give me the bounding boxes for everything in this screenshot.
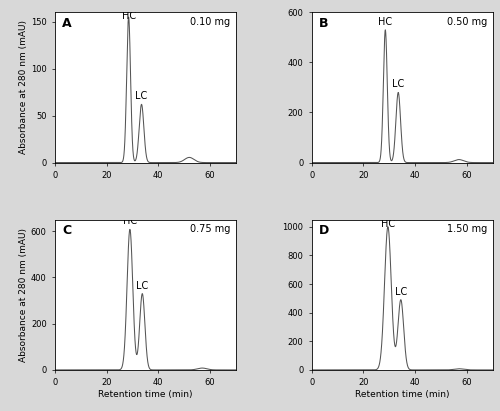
Text: HC: HC	[381, 219, 395, 229]
Text: 0.10 mg: 0.10 mg	[190, 17, 230, 27]
Text: 0.50 mg: 0.50 mg	[447, 17, 487, 27]
Text: LC: LC	[392, 79, 404, 90]
Text: A: A	[62, 17, 72, 30]
Text: B: B	[319, 17, 328, 30]
Text: HC: HC	[378, 17, 392, 27]
Y-axis label: Absorbance at 280 nm (mAU): Absorbance at 280 nm (mAU)	[19, 21, 28, 155]
Text: 1.50 mg: 1.50 mg	[447, 224, 487, 234]
Text: D: D	[319, 224, 329, 237]
Text: HC: HC	[122, 12, 136, 21]
Y-axis label: Absorbance at 280 nm (mAU): Absorbance at 280 nm (mAU)	[19, 228, 28, 362]
Text: C: C	[62, 224, 72, 237]
Text: LC: LC	[394, 287, 407, 297]
X-axis label: Retention time (min): Retention time (min)	[98, 390, 192, 399]
Text: HC: HC	[123, 216, 137, 226]
Text: LC: LC	[136, 281, 148, 291]
Text: LC: LC	[136, 91, 147, 102]
X-axis label: Retention time (min): Retention time (min)	[355, 390, 450, 399]
Text: 0.75 mg: 0.75 mg	[190, 224, 230, 234]
